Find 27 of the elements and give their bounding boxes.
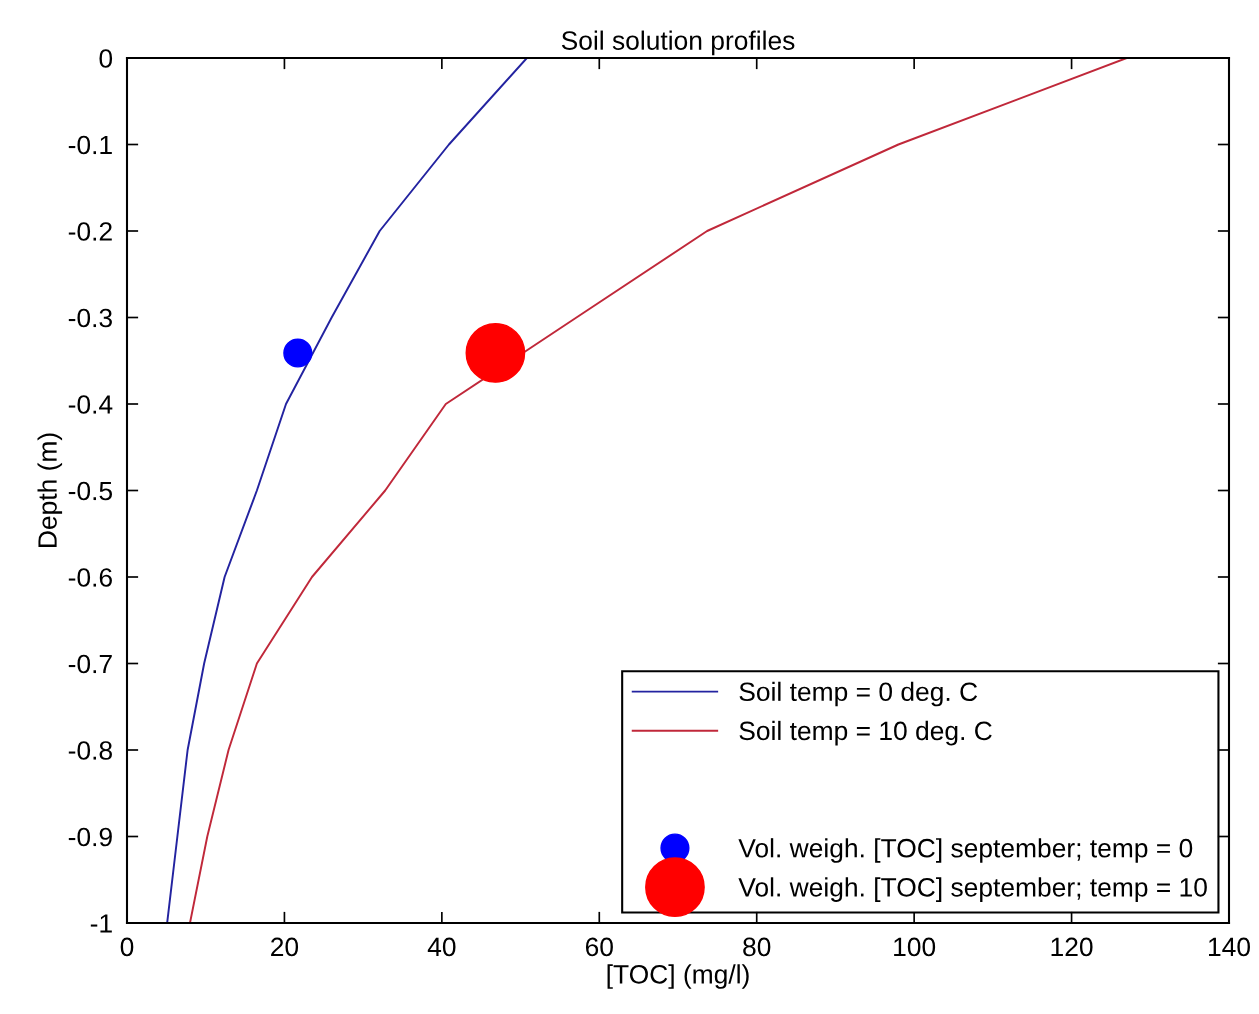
x-tick-label: 20 xyxy=(271,937,299,957)
x-tick-label: 100 xyxy=(894,937,936,957)
x-axis-title: [TOC] (mg/l) xyxy=(607,964,749,989)
legend-label: Soil temp = 10 deg. C xyxy=(739,720,992,746)
x-tick-label: 120 xyxy=(1051,937,1093,957)
line-series xyxy=(166,58,528,923)
y-tick-label: -0.4 xyxy=(68,395,113,414)
legend-label: Soil temp = 0 deg. C xyxy=(739,681,978,707)
x-tick-label: 80 xyxy=(743,937,771,957)
y-tick-label: -1 xyxy=(90,914,112,933)
y-tick-label: -0.6 xyxy=(68,568,112,587)
x-tick-label: 60 xyxy=(585,937,613,957)
y-tick-label: -0.2 xyxy=(68,222,112,241)
y-tick-label: -0.7 xyxy=(68,654,112,674)
legend-label: Vol. weigh. [TOC] september; temp = 10 xyxy=(738,877,1207,902)
y-tick-label: -0.1 xyxy=(68,135,112,155)
legend-label: Vol. weigh. [TOC] september; temp = 0 xyxy=(738,838,1193,863)
y-tick-label: -0.5 xyxy=(68,481,113,501)
y-tick-label: -0.3 xyxy=(68,308,112,328)
y-tick-label: -0.8 xyxy=(68,741,112,760)
chart-title: Soil solution profiles xyxy=(561,30,795,56)
y-tick-label: -0.9 xyxy=(68,827,112,847)
x-tick-label: 140 xyxy=(1209,937,1250,957)
x-tick-label: 40 xyxy=(427,937,456,957)
x-tick-label: 0 xyxy=(120,937,134,957)
y-tick-label: 0 xyxy=(99,49,113,68)
y-axis-title: Depth (m) xyxy=(37,433,63,547)
